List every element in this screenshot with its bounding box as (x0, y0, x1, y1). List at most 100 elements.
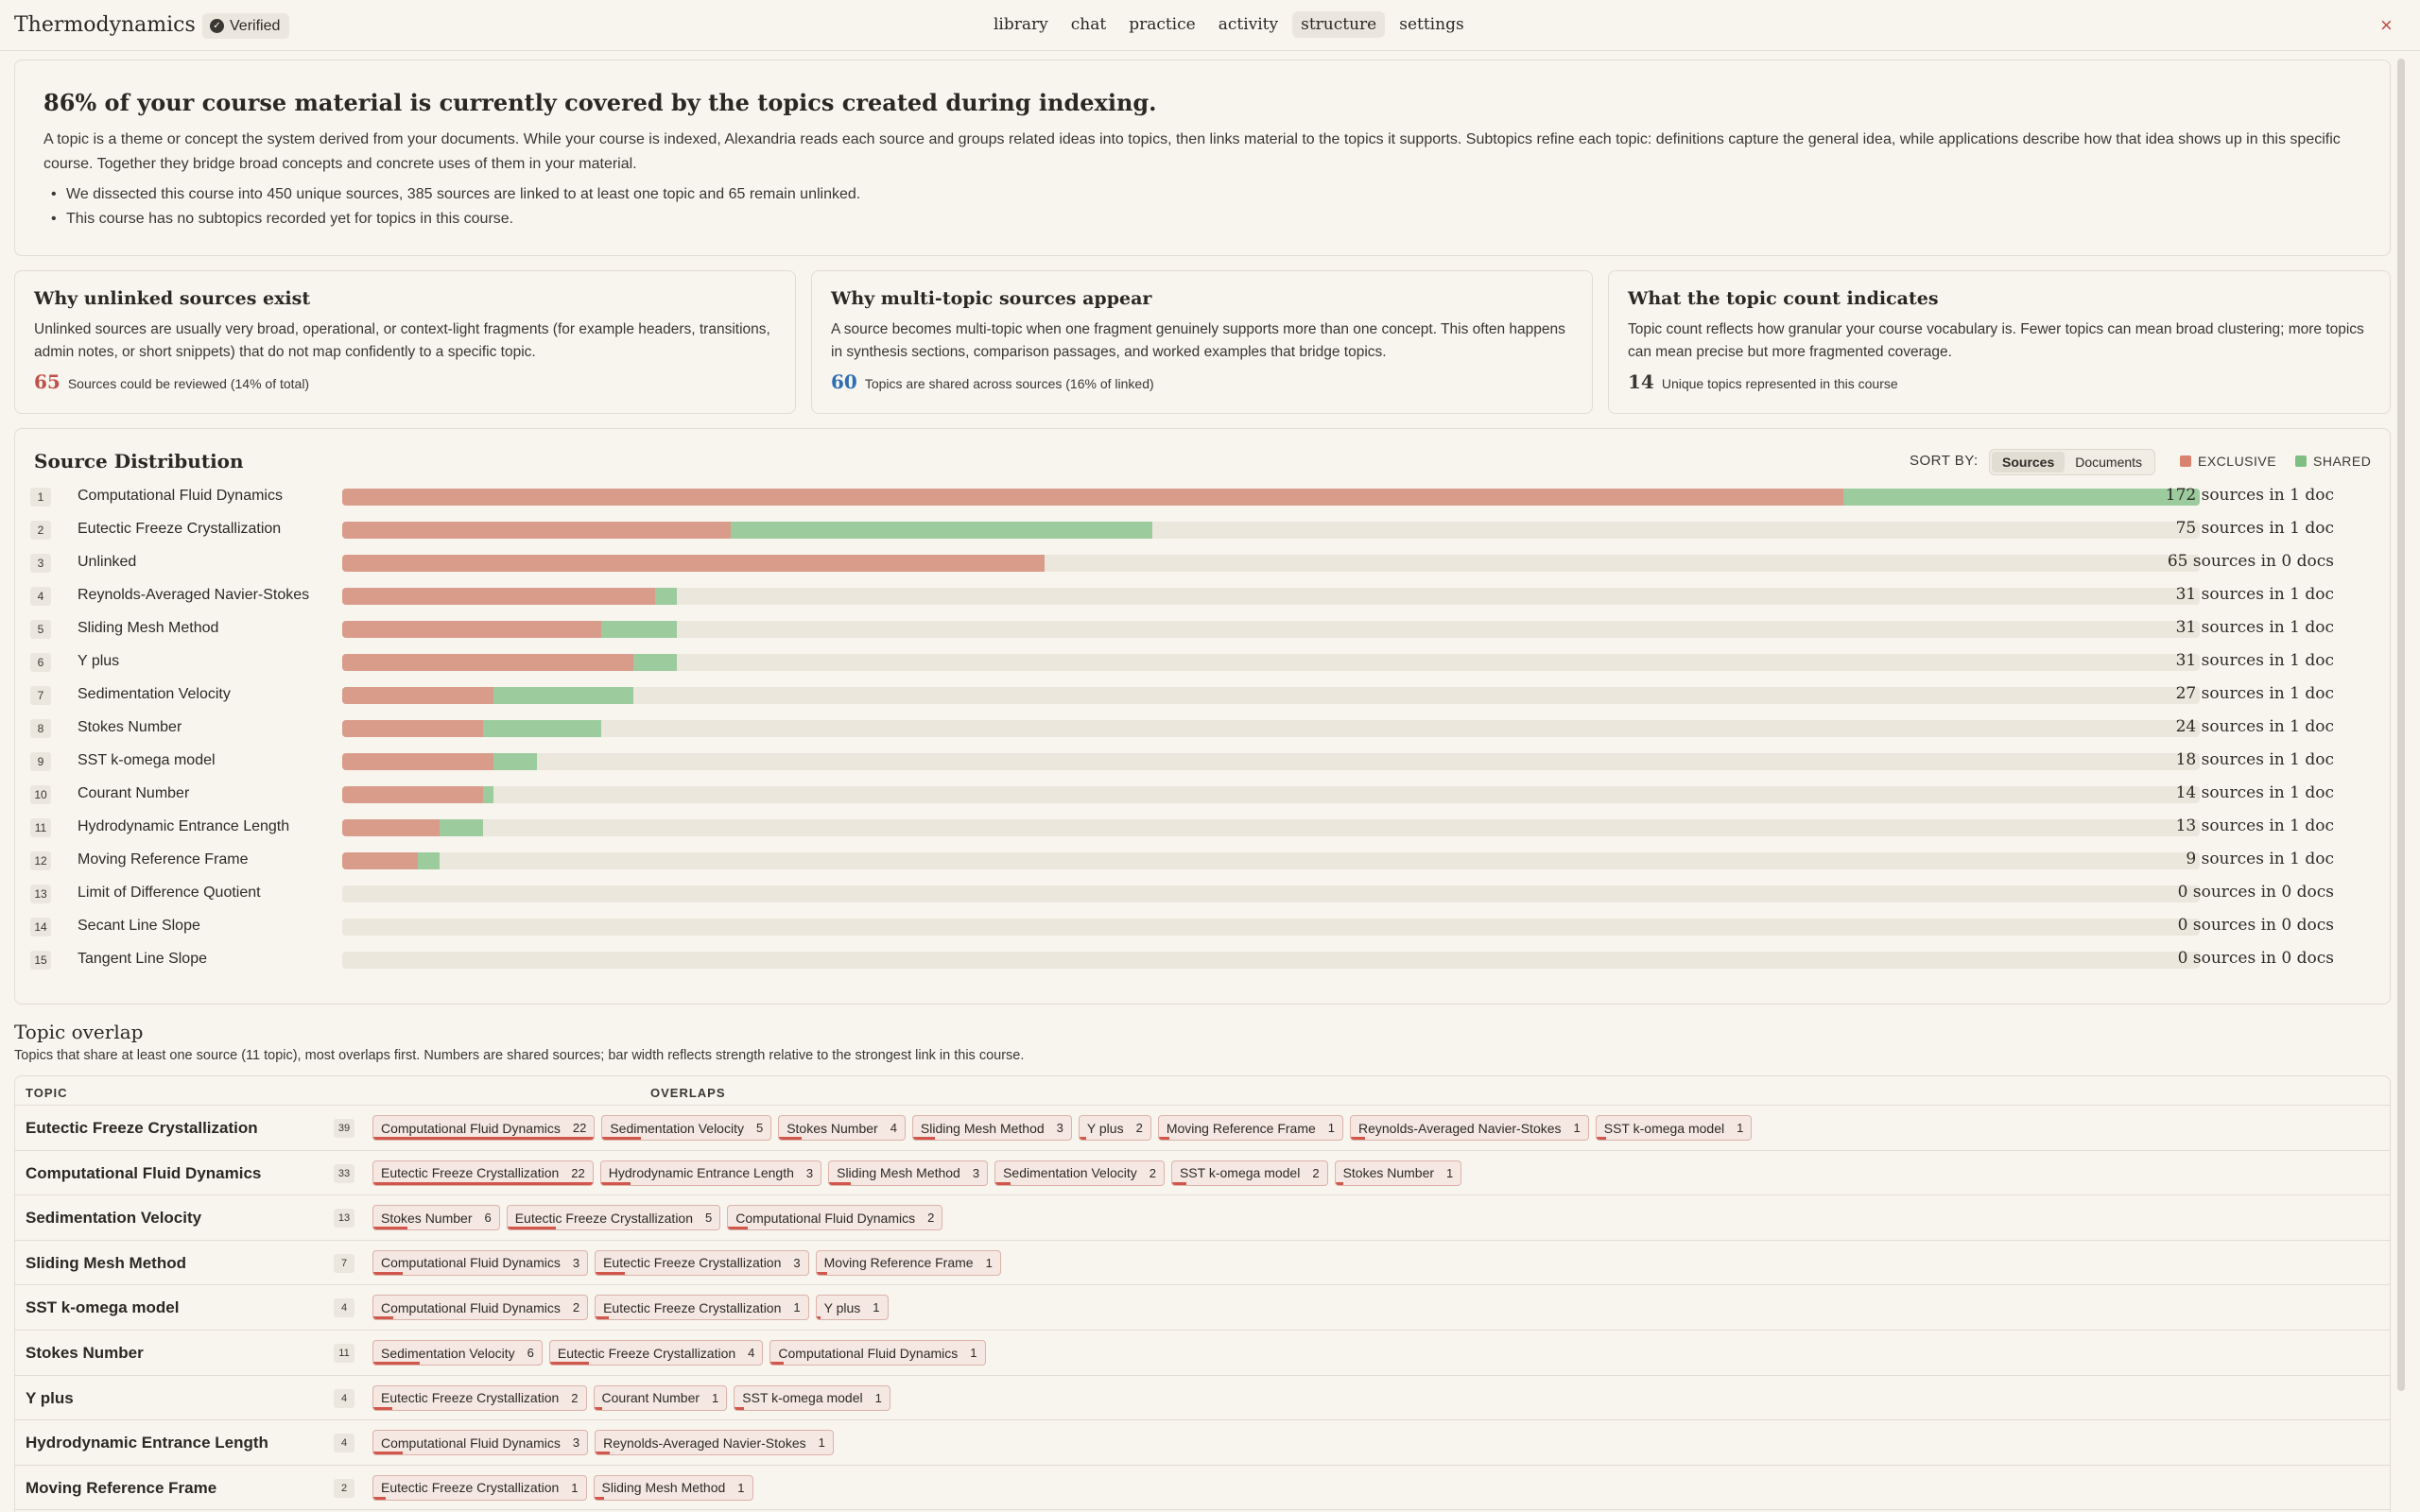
distribution-row[interactable]: 1 Computational Fluid Dynamics 172 sources… (15, 479, 2360, 511)
topic-name[interactable]: Sliding Mesh Method (26, 1253, 186, 1272)
distribution-bar-track (342, 489, 2200, 506)
distribution-bar-track (342, 588, 2200, 605)
overlap-chip[interactable]: Courant Number 1 (593, 1384, 728, 1411)
overlap-chip[interactable]: Y plus 1 (815, 1295, 889, 1321)
tab-structure[interactable]: structure (1292, 11, 1386, 38)
overlap-chip[interactable]: SST k-omega model 1 (734, 1384, 890, 1411)
overlap-chip[interactable]: Hydrodynamic Entrance Length 3 (599, 1160, 822, 1186)
tab-library[interactable]: library (994, 15, 1048, 34)
distribution-row[interactable]: 4 Reynolds-Averaged Navier-Stokes 31 sourc… (15, 578, 2360, 610)
overlap-chip[interactable]: Stokes Number 4 (778, 1115, 906, 1141)
strength-bar (1079, 1137, 1086, 1140)
overlap-chip[interactable]: Y plus 2 (1078, 1115, 1151, 1141)
overlap-chip[interactable]: Reynolds-Averaged Navier-Stokes 1 (595, 1430, 834, 1456)
chip-count: 5 (755, 1121, 764, 1135)
distribution-row[interactable]: 2 Eutectic Freeze Crystallization 75 sourc… (15, 512, 2360, 544)
overlap-chip[interactable]: Sedimentation Velocity 5 (601, 1115, 772, 1141)
overlap-chip[interactable]: Eutectic Freeze Crystallization 2 (372, 1384, 587, 1411)
chip-topic: SST k-omega model (1179, 1165, 1301, 1181)
topic-name: Computational Fluid Dynamics (78, 488, 283, 504)
distribution-row[interactable]: 3 Unlinked 65 sources in 0 docs (15, 545, 2360, 577)
overlap-count-badge: 2 (334, 1478, 354, 1498)
chip-topic: Sliding Mesh Method (601, 1480, 726, 1496)
overlap-chip[interactable]: Reynolds-Averaged Navier-Stokes 1 (1350, 1115, 1589, 1141)
source-count: 31 sources in 1 doc (2175, 651, 2334, 670)
strength-bar (1335, 1181, 1343, 1185)
exclusive-bar (342, 687, 493, 704)
overlap-chip[interactable]: Eutectic Freeze Crystallization 1 (372, 1474, 587, 1501)
exclusive-bar (342, 489, 1843, 506)
exclusive-bar (342, 786, 483, 803)
tab-activity[interactable]: activity (1218, 15, 1279, 34)
topic-name[interactable]: Computational Fluid Dynamics (26, 1163, 262, 1182)
distribution-row[interactable]: 5 Sliding Mesh Method 31 sources in 1 doc (15, 611, 2360, 644)
overlap-chip[interactable]: Eutectic Freeze Crystallization 3 (595, 1249, 809, 1276)
chip-count: 1 (985, 1255, 993, 1270)
topic-name[interactable]: Eutectic Freeze Crystallization (26, 1119, 258, 1137)
tab-chat[interactable]: chat (1070, 15, 1107, 34)
overlap-chips: Computational Fluid Dynamics 22 Sedimentat… (372, 1115, 1753, 1141)
overlap-chip[interactable]: Eutectic Freeze Crystallization 22 (372, 1160, 594, 1186)
overlap-chip[interactable]: Moving Reference Frame 1 (1157, 1115, 1343, 1141)
overlap-chip[interactable]: Eutectic Freeze Crystallization 4 (548, 1340, 764, 1366)
tab-settings[interactable]: settings (1399, 15, 1464, 34)
distribution-row[interactable]: 9 SST k-omega model 18 sources in 1 doc (15, 744, 2360, 776)
distribution-row[interactable]: 8 Stokes Number 24 sources in 1 doc (15, 711, 2360, 743)
exclusive-bar (342, 819, 440, 836)
overlap-chip[interactable]: SST k-omega model 1 (1595, 1115, 1753, 1141)
overlap-chip[interactable]: Computational Fluid Dynamics 2 (727, 1205, 943, 1231)
topic-name[interactable]: Y plus (26, 1388, 74, 1407)
strength-bar (373, 1496, 387, 1500)
overlap-chip[interactable]: Computational Fluid Dynamics 1 (769, 1340, 986, 1366)
card-title: What the topic count indicates (1628, 288, 1939, 309)
overlap-chip[interactable]: Stokes Number 1 (1334, 1160, 1462, 1186)
overlap-chip[interactable]: Eutectic Freeze Crystallization 1 (595, 1295, 809, 1321)
overlap-chip[interactable]: Computational Fluid Dynamics 3 (372, 1249, 589, 1276)
overlap-chip[interactable]: Moving Reference Frame 1 (815, 1249, 1001, 1276)
overlap-chip[interactable]: Sliding Mesh Method 3 (911, 1115, 1072, 1141)
overlap-count-badge: 13 (334, 1209, 354, 1228)
sort-documents-button[interactable]: Documents (2075, 455, 2143, 470)
strength-bar (594, 1496, 604, 1500)
overlap-chip[interactable]: Computational Fluid Dynamics 22 (372, 1115, 596, 1141)
scrollbar[interactable] (2397, 59, 2405, 1391)
distribution-row[interactable]: 12 Moving Reference Frame 9 sources in 1 d… (15, 843, 2360, 875)
overlap-chip[interactable]: Stokes Number 6 (372, 1205, 500, 1231)
source-count: 0 sources in 0 docs (2177, 949, 2334, 968)
chip-count: 1 (970, 1346, 977, 1360)
overlap-chip[interactable]: Computational Fluid Dynamics 2 (372, 1295, 589, 1321)
sort-sources-button[interactable]: Sources (1992, 452, 2066, 472)
chip-topic: Reynolds-Averaged Navier-Stokes (1358, 1120, 1562, 1136)
overlap-chips: Eutectic Freeze Crystallization 2 Courant … (372, 1384, 890, 1411)
topic-name[interactable]: Hydrodynamic Entrance Length (26, 1434, 268, 1452)
chip-topic: Computational Fluid Dynamics (381, 1120, 561, 1136)
overlap-chip[interactable]: Sliding Mesh Method 3 (828, 1160, 989, 1186)
topic-count-card: What the topic count indicates Topic cou… (1608, 270, 2391, 414)
distribution-row[interactable]: 13 Limit of Difference Quotient 0 sources … (15, 876, 2360, 908)
distribution-row[interactable]: 14 Secant Line Slope 0 sources in 0 docs (15, 909, 2360, 941)
shared-bar (493, 753, 537, 770)
overlap-chip[interactable]: SST k-omega model 2 (1170, 1160, 1328, 1186)
tab-practice[interactable]: practice (1129, 15, 1196, 34)
exclusive-bar (342, 654, 634, 671)
close-icon[interactable]: × (2380, 13, 2393, 37)
overlap-chip[interactable]: Computational Fluid Dynamics 3 (372, 1430, 589, 1456)
distribution-row[interactable]: 15 Tangent Line Slope 0 sources in 0 docs (15, 942, 2360, 974)
overlap-chip[interactable]: Eutectic Freeze Crystallization 5 (506, 1205, 721, 1231)
rank-badge: 6 (30, 653, 51, 672)
strength-bar (596, 1271, 625, 1275)
overlap-chip[interactable]: Sedimentation Velocity 6 (372, 1340, 543, 1366)
overlap-chip[interactable]: Sliding Mesh Method 1 (593, 1474, 753, 1501)
distribution-row[interactable]: 11 Hydrodynamic Entrance Length 13 sources… (15, 810, 2360, 842)
overlap-chip[interactable]: Sedimentation Velocity 2 (994, 1160, 1165, 1186)
distribution-row[interactable]: 6 Y plus 31 sources in 1 doc (15, 644, 2360, 677)
overlap-count-badge: 33 (334, 1163, 354, 1183)
topic-name[interactable]: SST k-omega model (26, 1298, 180, 1317)
distribution-row[interactable]: 10 Courant Number 14 sources in 1 doc (15, 777, 2360, 809)
distribution-row[interactable]: 7 Sedimentation Velocity 27 sources in 1 d… (15, 678, 2360, 710)
chip-count: 5 (705, 1211, 713, 1226)
topic-name[interactable]: Moving Reference Frame (26, 1478, 217, 1497)
topic-name[interactable]: Sedimentation Velocity (26, 1209, 202, 1228)
chip-count: 3 (805, 1165, 814, 1180)
topic-name[interactable]: Stokes Number (26, 1344, 144, 1362)
